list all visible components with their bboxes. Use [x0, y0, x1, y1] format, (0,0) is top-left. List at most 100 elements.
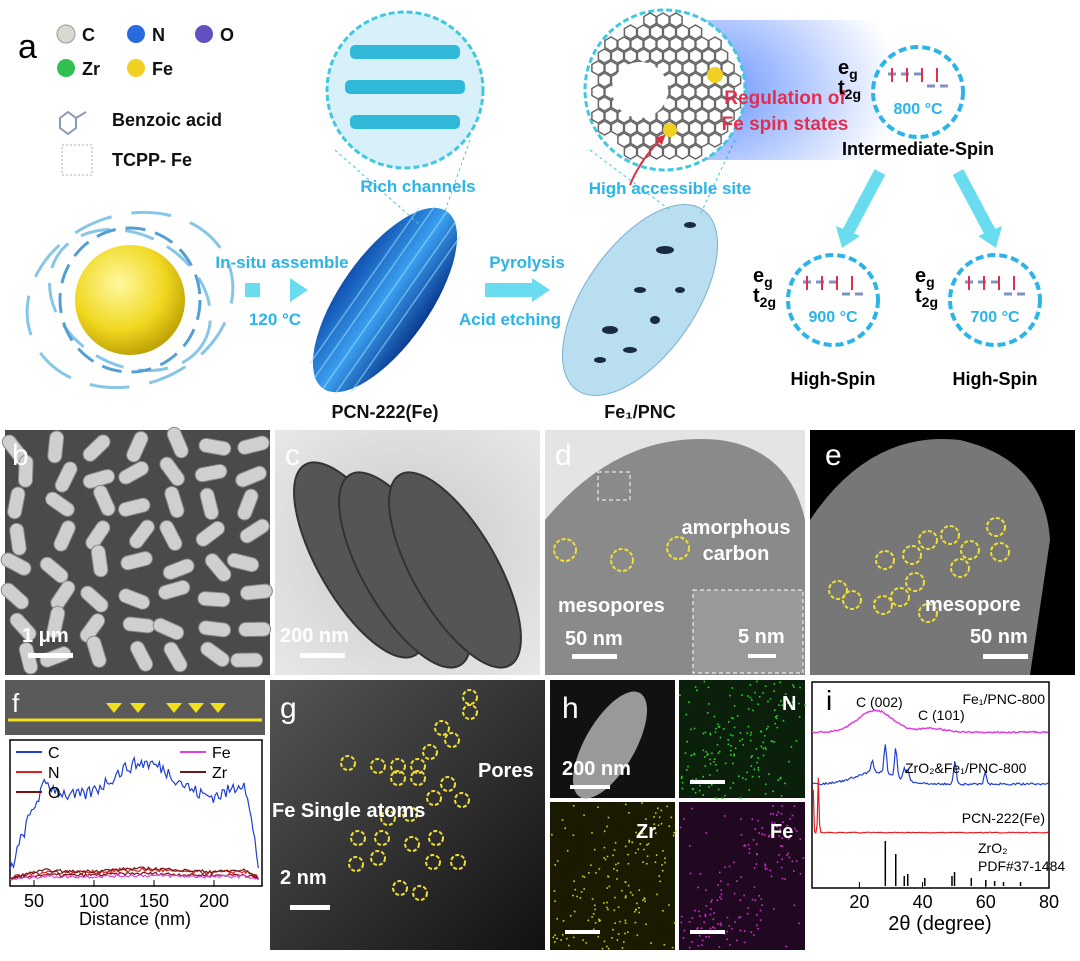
regulation-text: Fe spin states	[722, 114, 849, 135]
element-dot	[687, 765, 689, 768]
element-dot	[724, 794, 726, 797]
sem-rod	[0, 582, 30, 610]
element-dot	[713, 912, 715, 914]
element-dot	[732, 782, 735, 784]
element-dot	[573, 910, 576, 913]
element-dot	[752, 839, 755, 841]
element-dot	[755, 843, 758, 845]
element-dot	[719, 871, 721, 874]
element-dot	[704, 731, 707, 734]
element-dot	[729, 734, 732, 736]
hexagon	[669, 84, 683, 100]
sem-rod	[9, 522, 27, 556]
element-dot	[772, 813, 775, 815]
sem-rod	[122, 616, 156, 634]
map-fe	[679, 802, 805, 950]
element-dot	[802, 857, 805, 859]
sem-rod	[197, 591, 231, 608]
orbital-sub: g	[926, 274, 935, 290]
element-dot	[756, 913, 758, 916]
element-dot	[698, 789, 701, 792]
element-dot	[646, 855, 649, 857]
element-dot	[603, 830, 606, 833]
element-dot	[561, 934, 564, 936]
element-dot	[760, 730, 762, 733]
zoom-label: Rich channels	[360, 177, 475, 196]
element-dot	[771, 822, 773, 824]
hexagon	[623, 48, 638, 64]
fe-pnc-particle	[561, 204, 719, 396]
element-dot	[708, 935, 710, 938]
element-dot	[753, 934, 755, 936]
element-dot	[616, 878, 618, 880]
sem-rod	[200, 641, 230, 668]
element-dot	[749, 684, 752, 686]
element-dot	[740, 876, 742, 878]
scale-label: 200 nm	[280, 625, 349, 647]
element-dot	[766, 728, 768, 730]
element-dot	[753, 886, 756, 888]
element-dot	[662, 850, 664, 852]
legend-label: O	[48, 785, 60, 802]
tick-label: 150	[139, 891, 169, 911]
orbital-sub: g	[849, 66, 858, 82]
element-dot	[655, 854, 658, 856]
element-dot	[702, 732, 705, 735]
element-dot	[720, 898, 723, 900]
element-dot	[767, 725, 769, 728]
element-dot	[751, 898, 754, 901]
element-dot	[758, 832, 760, 834]
element-dot	[795, 860, 798, 862]
element-dot	[691, 917, 694, 919]
panel-label: d	[555, 439, 572, 472]
hexagon	[701, 48, 716, 64]
element-dot	[701, 944, 703, 946]
sem-rod	[118, 460, 150, 485]
element-dot	[757, 757, 760, 759]
map-label: Fe	[770, 821, 793, 843]
element-dot	[624, 922, 627, 924]
element-dot	[782, 719, 785, 722]
element-dot	[660, 809, 663, 812]
element-dot	[612, 854, 614, 857]
element-dot	[750, 731, 753, 734]
legend-label: Fe	[152, 59, 173, 79]
element-dot	[764, 868, 767, 870]
fe-site	[663, 123, 677, 137]
element-dot	[778, 704, 780, 706]
element-dot	[770, 813, 772, 815]
element-dot	[560, 939, 562, 941]
element-dot	[673, 922, 676, 924]
element-dot	[646, 844, 648, 846]
element-dot	[634, 852, 637, 854]
element-dot	[750, 931, 753, 933]
element-dot	[707, 686, 710, 689]
x-axis-title: 2θ (degree)	[888, 913, 991, 935]
element-dot	[793, 827, 796, 830]
element-dot	[636, 934, 639, 937]
panel-b: b 1 μm	[0, 426, 273, 675]
element-dot	[554, 864, 556, 866]
hexagon	[604, 36, 618, 52]
element-dot	[776, 814, 778, 816]
element-dot	[593, 848, 596, 851]
curve-label: Fe₁/PNC-800	[962, 691, 1045, 707]
panel-label: g	[280, 692, 297, 725]
element-dot	[710, 901, 712, 903]
element-dot	[754, 691, 756, 694]
element-dot	[650, 942, 652, 944]
panel-label: i	[826, 685, 832, 716]
element-dot	[787, 702, 789, 705]
element-dot	[681, 781, 684, 784]
profile-lines	[9, 755, 259, 881]
element-dot	[788, 856, 791, 859]
element-dot	[592, 928, 595, 931]
panel-label: h	[562, 692, 579, 725]
element-dot	[762, 741, 765, 744]
element-dot	[573, 880, 575, 882]
element-dot	[680, 777, 683, 779]
orbital-sub: 2g	[760, 294, 776, 310]
scale-bar	[748, 654, 776, 658]
legend-label: Zr	[82, 59, 100, 79]
hexagon	[714, 96, 729, 112]
